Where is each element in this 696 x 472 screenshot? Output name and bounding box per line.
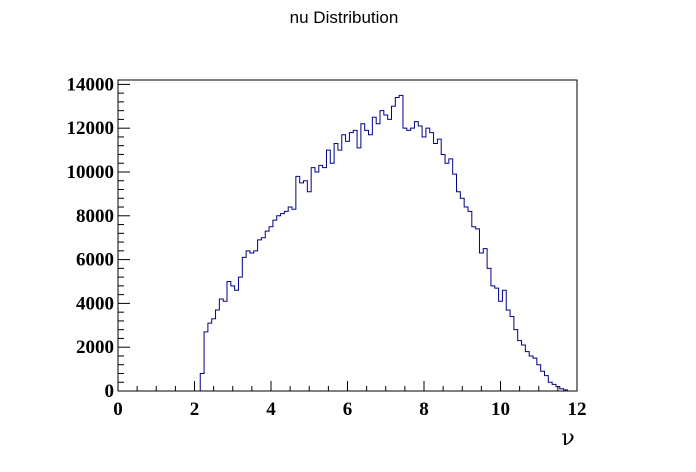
x-tick-label: 8 bbox=[419, 399, 429, 420]
histogram-series-0 bbox=[199, 94, 568, 391]
x-tick-label: 12 bbox=[568, 399, 587, 420]
histogram-layer bbox=[199, 94, 568, 391]
y-tick-label: 2000 bbox=[76, 337, 114, 358]
y-tick-label: 0 bbox=[105, 381, 115, 402]
x-tick-label: 2 bbox=[190, 399, 200, 420]
x-tick-label: 0 bbox=[113, 399, 123, 420]
chart-title: nu Distribution bbox=[290, 8, 399, 27]
x-tick-label: 10 bbox=[491, 399, 510, 420]
plot-frame bbox=[117, 79, 578, 392]
axes: 0 2 4 6 8 10 12 0 2000 4000 6000 8000 10000 12000 1400… bbox=[67, 74, 587, 420]
y-tick-label: 14000 bbox=[67, 74, 115, 95]
y-tick-label: 8000 bbox=[76, 206, 114, 227]
y-tick-label: 6000 bbox=[76, 250, 114, 271]
x-tick-label: 6 bbox=[343, 399, 353, 420]
x-axis-label: ν bbox=[561, 426, 574, 451]
y-tick-label: 10000 bbox=[67, 162, 115, 183]
x-tick-label: 4 bbox=[266, 399, 276, 420]
y-tick-label: 12000 bbox=[67, 118, 115, 139]
y-tick-label: 4000 bbox=[76, 293, 114, 314]
